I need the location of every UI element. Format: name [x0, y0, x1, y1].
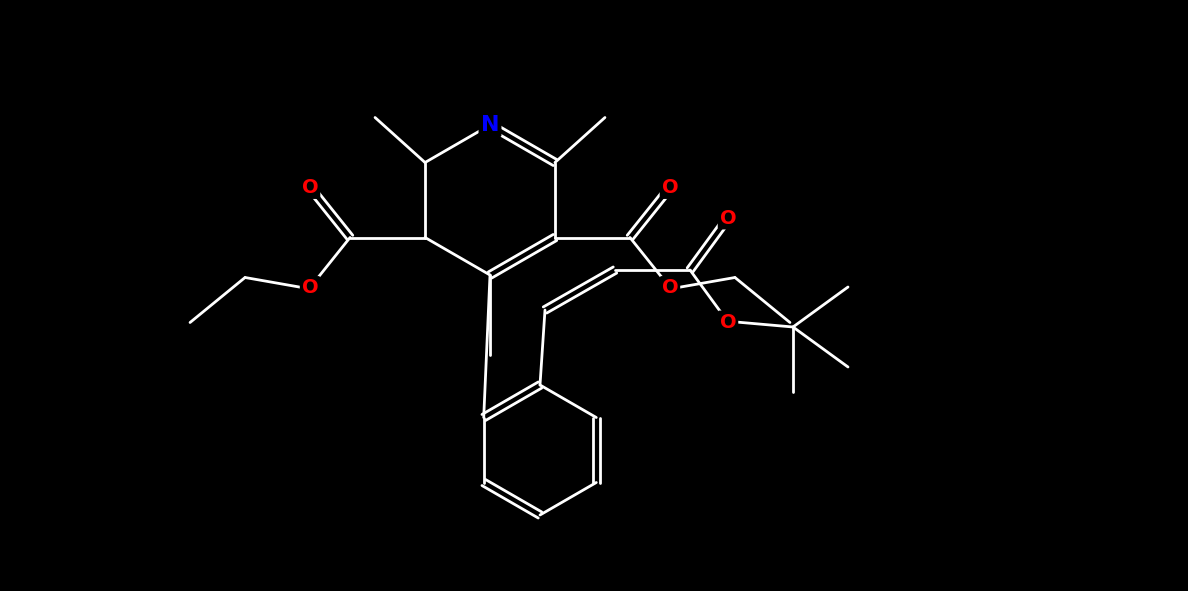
Text: O: O [720, 313, 737, 332]
Text: O: O [662, 178, 678, 197]
Text: O: O [662, 278, 678, 297]
Text: O: O [302, 178, 318, 197]
Text: O: O [720, 209, 737, 228]
Text: N: N [481, 115, 499, 135]
Text: O: O [302, 278, 318, 297]
